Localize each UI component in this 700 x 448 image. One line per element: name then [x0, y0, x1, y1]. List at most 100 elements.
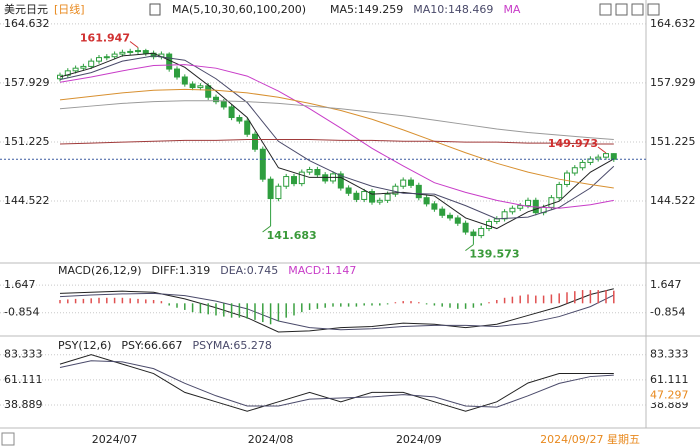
legend-entry: MA — [503, 3, 520, 16]
candle-body — [275, 185, 282, 200]
value-marker — [647, 388, 699, 403]
candle-body — [353, 192, 360, 200]
legend-entry: MA5:149.259 — [330, 3, 403, 16]
annotation-arrow — [129, 41, 139, 48]
candle-body — [103, 56, 110, 59]
tool-icon[interactable] — [631, 3, 644, 16]
y-tick-label: 144.522 — [4, 194, 50, 207]
candle-body — [579, 161, 586, 169]
settings-icon[interactable] — [149, 3, 161, 16]
annotation-arrow — [465, 244, 474, 252]
indicator-title: MACD(26,12,9) — [58, 264, 142, 277]
candle-body — [197, 85, 204, 89]
y-tick-label: 164.632 — [650, 17, 696, 30]
annotation: 141.683 — [267, 229, 317, 242]
candle-body — [127, 50, 134, 53]
candle-body — [564, 172, 570, 185]
annotation-arrow — [597, 146, 607, 154]
add-button[interactable] — [1, 432, 15, 446]
indicator: MA(5,10,30,60,100,200) — [172, 3, 306, 16]
candle-body — [337, 173, 344, 189]
candle-body — [96, 57, 102, 62]
value-marker-label: 47.297 — [650, 388, 689, 401]
symbol: 美元日元 — [4, 3, 48, 16]
y-tick-label: 61.111 — [4, 373, 43, 386]
candle-body — [135, 50, 141, 53]
candle-body — [80, 65, 87, 69]
y-tick-label: 157.929 — [650, 76, 696, 89]
y-tick-label: 144.522 — [650, 194, 696, 207]
candle-body — [400, 179, 407, 187]
ma-line — [59, 55, 615, 220]
candle-body — [189, 83, 196, 89]
candle-body — [244, 120, 251, 135]
legend-entry: DEA:0.745 — [220, 264, 278, 277]
candle-body — [119, 51, 126, 55]
y-tick-label: -0.854 — [650, 306, 685, 319]
ma-line — [59, 100, 614, 141]
ma-line — [59, 292, 615, 331]
candle-body — [501, 211, 508, 220]
y-tick-label: 1.647 — [650, 278, 682, 291]
candle-body — [220, 101, 227, 108]
annotation: 139.573 — [469, 248, 519, 261]
x-tick-label: 2024/09 — [396, 433, 442, 446]
y-tick-label: 83.333 — [4, 348, 43, 361]
candle-body — [205, 85, 212, 98]
candle-body — [415, 184, 422, 199]
candle-body — [556, 183, 563, 199]
tool-icon[interactable] — [647, 3, 660, 16]
candle-body — [361, 191, 368, 200]
legend-entry: PSY:66.667 — [121, 339, 182, 352]
tool-icon[interactable] — [599, 3, 612, 16]
tool-icon[interactable] — [615, 3, 628, 16]
candle-body — [267, 178, 274, 200]
candle-body — [454, 217, 461, 224]
legend-entry: MA10:148.469 — [413, 3, 493, 16]
candle-body — [259, 148, 266, 180]
candle-body — [509, 207, 516, 213]
candle-body — [587, 158, 594, 163]
candle-body — [283, 176, 290, 187]
y-tick-label: -0.854 — [4, 306, 39, 319]
candle-body — [595, 156, 602, 160]
candle-body — [72, 67, 79, 72]
candle-body — [439, 208, 446, 216]
candle-body — [376, 199, 383, 203]
y-tick-label: 151.225 — [4, 135, 50, 148]
candle-body — [213, 96, 219, 103]
ma-line — [59, 88, 614, 189]
toolbar — [599, 3, 660, 16]
ma-line — [59, 288, 614, 333]
legend-entry: DIFF:1.319 — [152, 264, 211, 277]
candle-body — [252, 133, 258, 150]
candle-body — [174, 68, 180, 78]
candle-body — [369, 191, 375, 203]
candle-body — [181, 76, 188, 85]
y-tick-label: 1.647 — [4, 278, 36, 291]
period[interactable]: [日线] — [54, 2, 85, 16]
candle-body — [423, 197, 430, 205]
legend-entry: PSYMA:65.278 — [193, 339, 272, 352]
ma-line — [59, 64, 614, 209]
candle-body — [548, 197, 555, 208]
candle-body — [462, 222, 469, 233]
y-tick-label: 61.111 — [650, 373, 689, 386]
candle-body — [345, 187, 352, 194]
candle-body — [228, 106, 235, 119]
candle-body — [236, 117, 243, 122]
y-tick-label: 151.225 — [650, 135, 696, 148]
candle-body — [525, 199, 531, 207]
x-tick-label: 2024/08 — [248, 433, 294, 446]
candle-body — [384, 193, 391, 201]
candle-body — [610, 153, 617, 160]
candle-body — [314, 168, 321, 176]
candle-body — [291, 176, 297, 185]
candle-body — [571, 167, 578, 174]
candle-body — [431, 203, 438, 210]
annotation-arrow — [262, 225, 271, 233]
candle-body — [408, 179, 414, 186]
annotation: 161.947 — [80, 32, 130, 45]
candle-body — [470, 231, 477, 237]
legend-entry: MACD:1.147 — [288, 264, 356, 277]
